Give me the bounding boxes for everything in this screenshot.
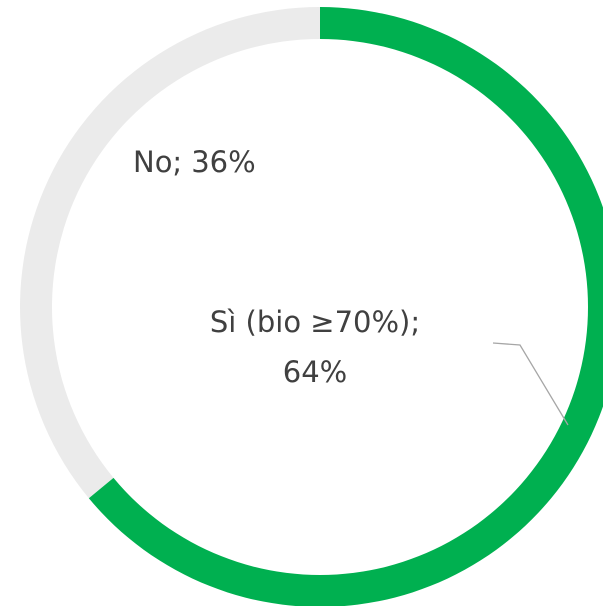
data-label: Sì (bio ≥70%); 64% [210, 305, 420, 389]
donut-segment [88, 7, 603, 606]
value-label: 64% [283, 355, 347, 389]
value-label: 36% [191, 145, 255, 179]
donut-segment [19, 7, 321, 499]
leader-line [492, 342, 569, 426]
category-label: Sì (bio ≥70%); [210, 305, 420, 339]
category-label: No; [133, 145, 182, 179]
data-label: No; 36% [133, 145, 256, 179]
